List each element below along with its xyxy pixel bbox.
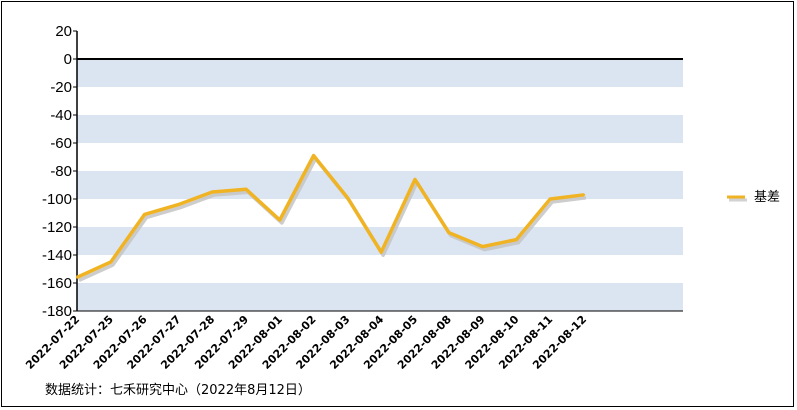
data-point (177, 203, 180, 206)
data-point (380, 251, 383, 254)
data-point (447, 231, 450, 234)
data-point (582, 193, 586, 196)
y-tick-label: -80 (50, 163, 72, 180)
y-tick-label: -40 (50, 107, 72, 124)
data-point (549, 197, 552, 201)
y-tick-label: -60 (50, 135, 72, 152)
y-tick-label: -180 (42, 303, 72, 320)
y-tick-label: -100 (42, 191, 72, 208)
source-note: 数据统计：七禾研究中心（2022年8月12日） (45, 383, 311, 398)
grid-band (77, 115, 683, 143)
y-axis: 20 0 -20 -40 -60 -80 -100 -120 -140 -160 -180 (42, 23, 683, 320)
data-point (244, 188, 248, 191)
grid-band (77, 171, 683, 199)
data-point (413, 178, 417, 181)
data-point (515, 238, 518, 241)
legend: 基差 (727, 190, 780, 205)
data-point (75, 276, 79, 279)
data-point (109, 260, 113, 264)
y-tick-label: -140 (42, 247, 72, 264)
legend-label: 基差 (754, 190, 780, 205)
y-tick-label: -160 (42, 275, 72, 292)
grid-bands (77, 59, 683, 311)
data-point (346, 196, 349, 199)
series-line (76, 153, 585, 279)
y-tick-label: -120 (42, 219, 72, 236)
grid-band (77, 283, 683, 311)
y-tick-label: 20 (55, 23, 72, 40)
x-axis: 2022-07-222022-07-252022-07-262022-07-27… (23, 310, 683, 372)
grid-band (77, 59, 683, 87)
data-point (312, 154, 315, 157)
y-tick-label: -20 (50, 79, 72, 96)
series-layer (75, 153, 587, 282)
data-point (278, 218, 281, 222)
data-point (211, 190, 214, 194)
y-tick-label: 0 (64, 51, 72, 68)
data-point (481, 245, 484, 248)
data-point (143, 213, 146, 216)
